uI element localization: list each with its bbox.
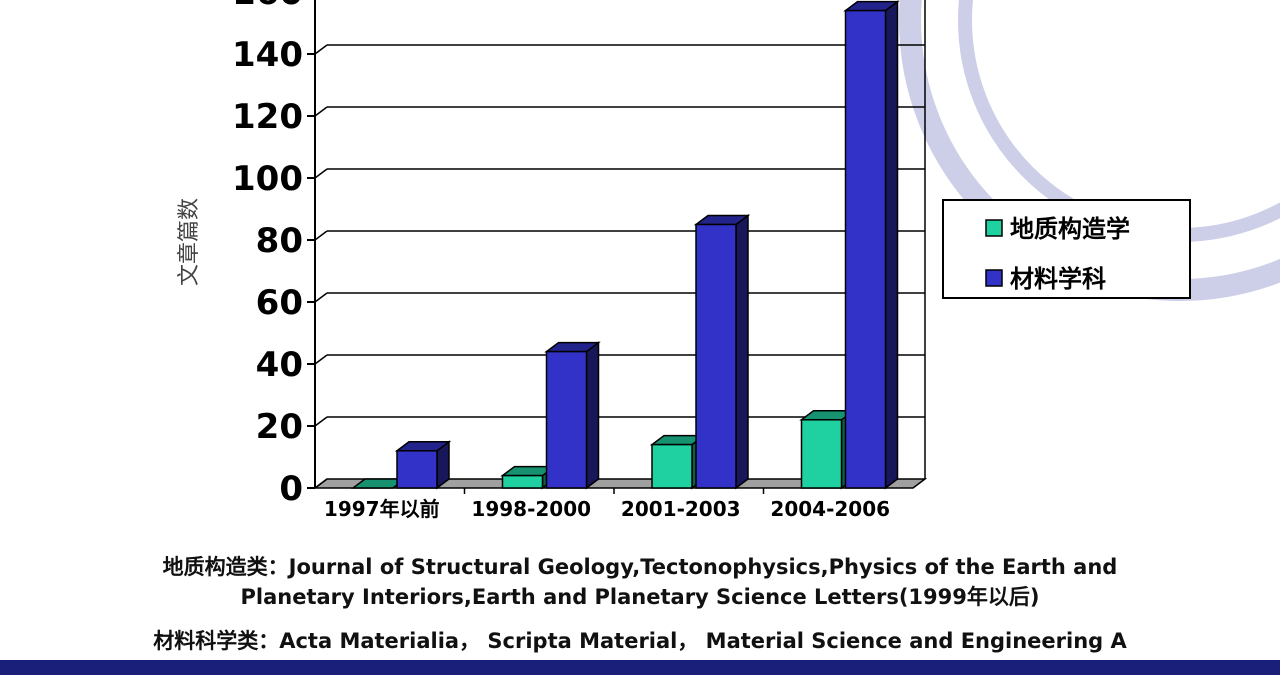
bar-materials <box>544 341 601 490</box>
legend-label-geology: 地质构造学 <box>1010 215 1130 243</box>
bar-front-face <box>545 350 588 489</box>
bar-materials <box>843 0 900 490</box>
bar-front-face <box>695 223 737 489</box>
y-tick-label: 160 <box>232 0 303 13</box>
y-tick-label: 0 <box>279 469 303 509</box>
x-category-label: 1997年以前 <box>324 497 440 521</box>
chart-axes <box>312 0 928 494</box>
footer-bar <box>0 660 1280 675</box>
y-tick-label: 40 <box>256 345 303 385</box>
y-tick-label: 120 <box>232 97 303 137</box>
bar-chart: 0 20 40 60 80 100 120 140 160 1997年以前 1998-2000 20… <box>177 0 1191 521</box>
x-category-label: 2004-2006 <box>770 497 890 521</box>
y-tick-label: 80 <box>256 221 303 261</box>
gridline-depth <box>314 416 328 427</box>
bar-side-face <box>735 214 749 490</box>
legend-label-materials: 材料学科 <box>1010 265 1106 293</box>
bar-side-face <box>884 0 899 490</box>
legend: 地质构造学 材料学科 <box>942 199 1191 299</box>
y-tick-label: 100 <box>232 159 303 199</box>
bar-materials <box>693 214 751 490</box>
y-tick-labels: 0 20 40 60 80 100 120 140 160 <box>232 0 303 509</box>
caption-geology-line1: 地质构造类：Journal of Structural Geology,Tect… <box>162 555 1118 579</box>
bar-materials <box>394 440 452 490</box>
caption-geology-line2: Planetary Interiors,Earth and Planetary … <box>240 585 1040 609</box>
gridline-depth <box>314 44 328 55</box>
legend-box <box>942 199 1191 299</box>
caption-materials-journals: 材料科学类：Acta Materialia， Scripta Material，… <box>153 629 1127 653</box>
legend-swatch-materials <box>985 269 1003 287</box>
gridline-depth <box>314 230 328 241</box>
y-axis-depth <box>314 478 328 489</box>
gridline-depth <box>314 106 328 117</box>
gridline-depth <box>314 354 328 365</box>
y-axis-label: 文章篇数 <box>177 198 202 286</box>
x-category-labels: 1997年以前 1998-2000 2001-2003 2004-2006 <box>324 497 890 521</box>
chart-bars <box>350 0 900 490</box>
bar-front-face <box>651 443 693 489</box>
x-category-label: 2001-2003 <box>621 497 741 521</box>
bar-front-face <box>844 9 887 489</box>
gridline-depth <box>314 168 328 179</box>
bar-front-face <box>396 450 438 489</box>
caption-geology-journals: 地质构造类：Journal of Structural Geology,Tect… <box>0 552 1280 612</box>
bar-front-face <box>501 474 544 489</box>
legend-swatch-geology <box>985 219 1003 237</box>
x-category-label: 1998-2000 <box>471 497 591 521</box>
bar-front-face <box>800 419 843 489</box>
bar-side-face <box>585 341 600 490</box>
y-tick-label: 60 <box>256 283 303 323</box>
chart-gridlines <box>307 44 925 489</box>
y-tick-label: 20 <box>256 407 303 447</box>
y-tick-label: 140 <box>232 35 303 75</box>
gridline-depth <box>314 292 328 303</box>
